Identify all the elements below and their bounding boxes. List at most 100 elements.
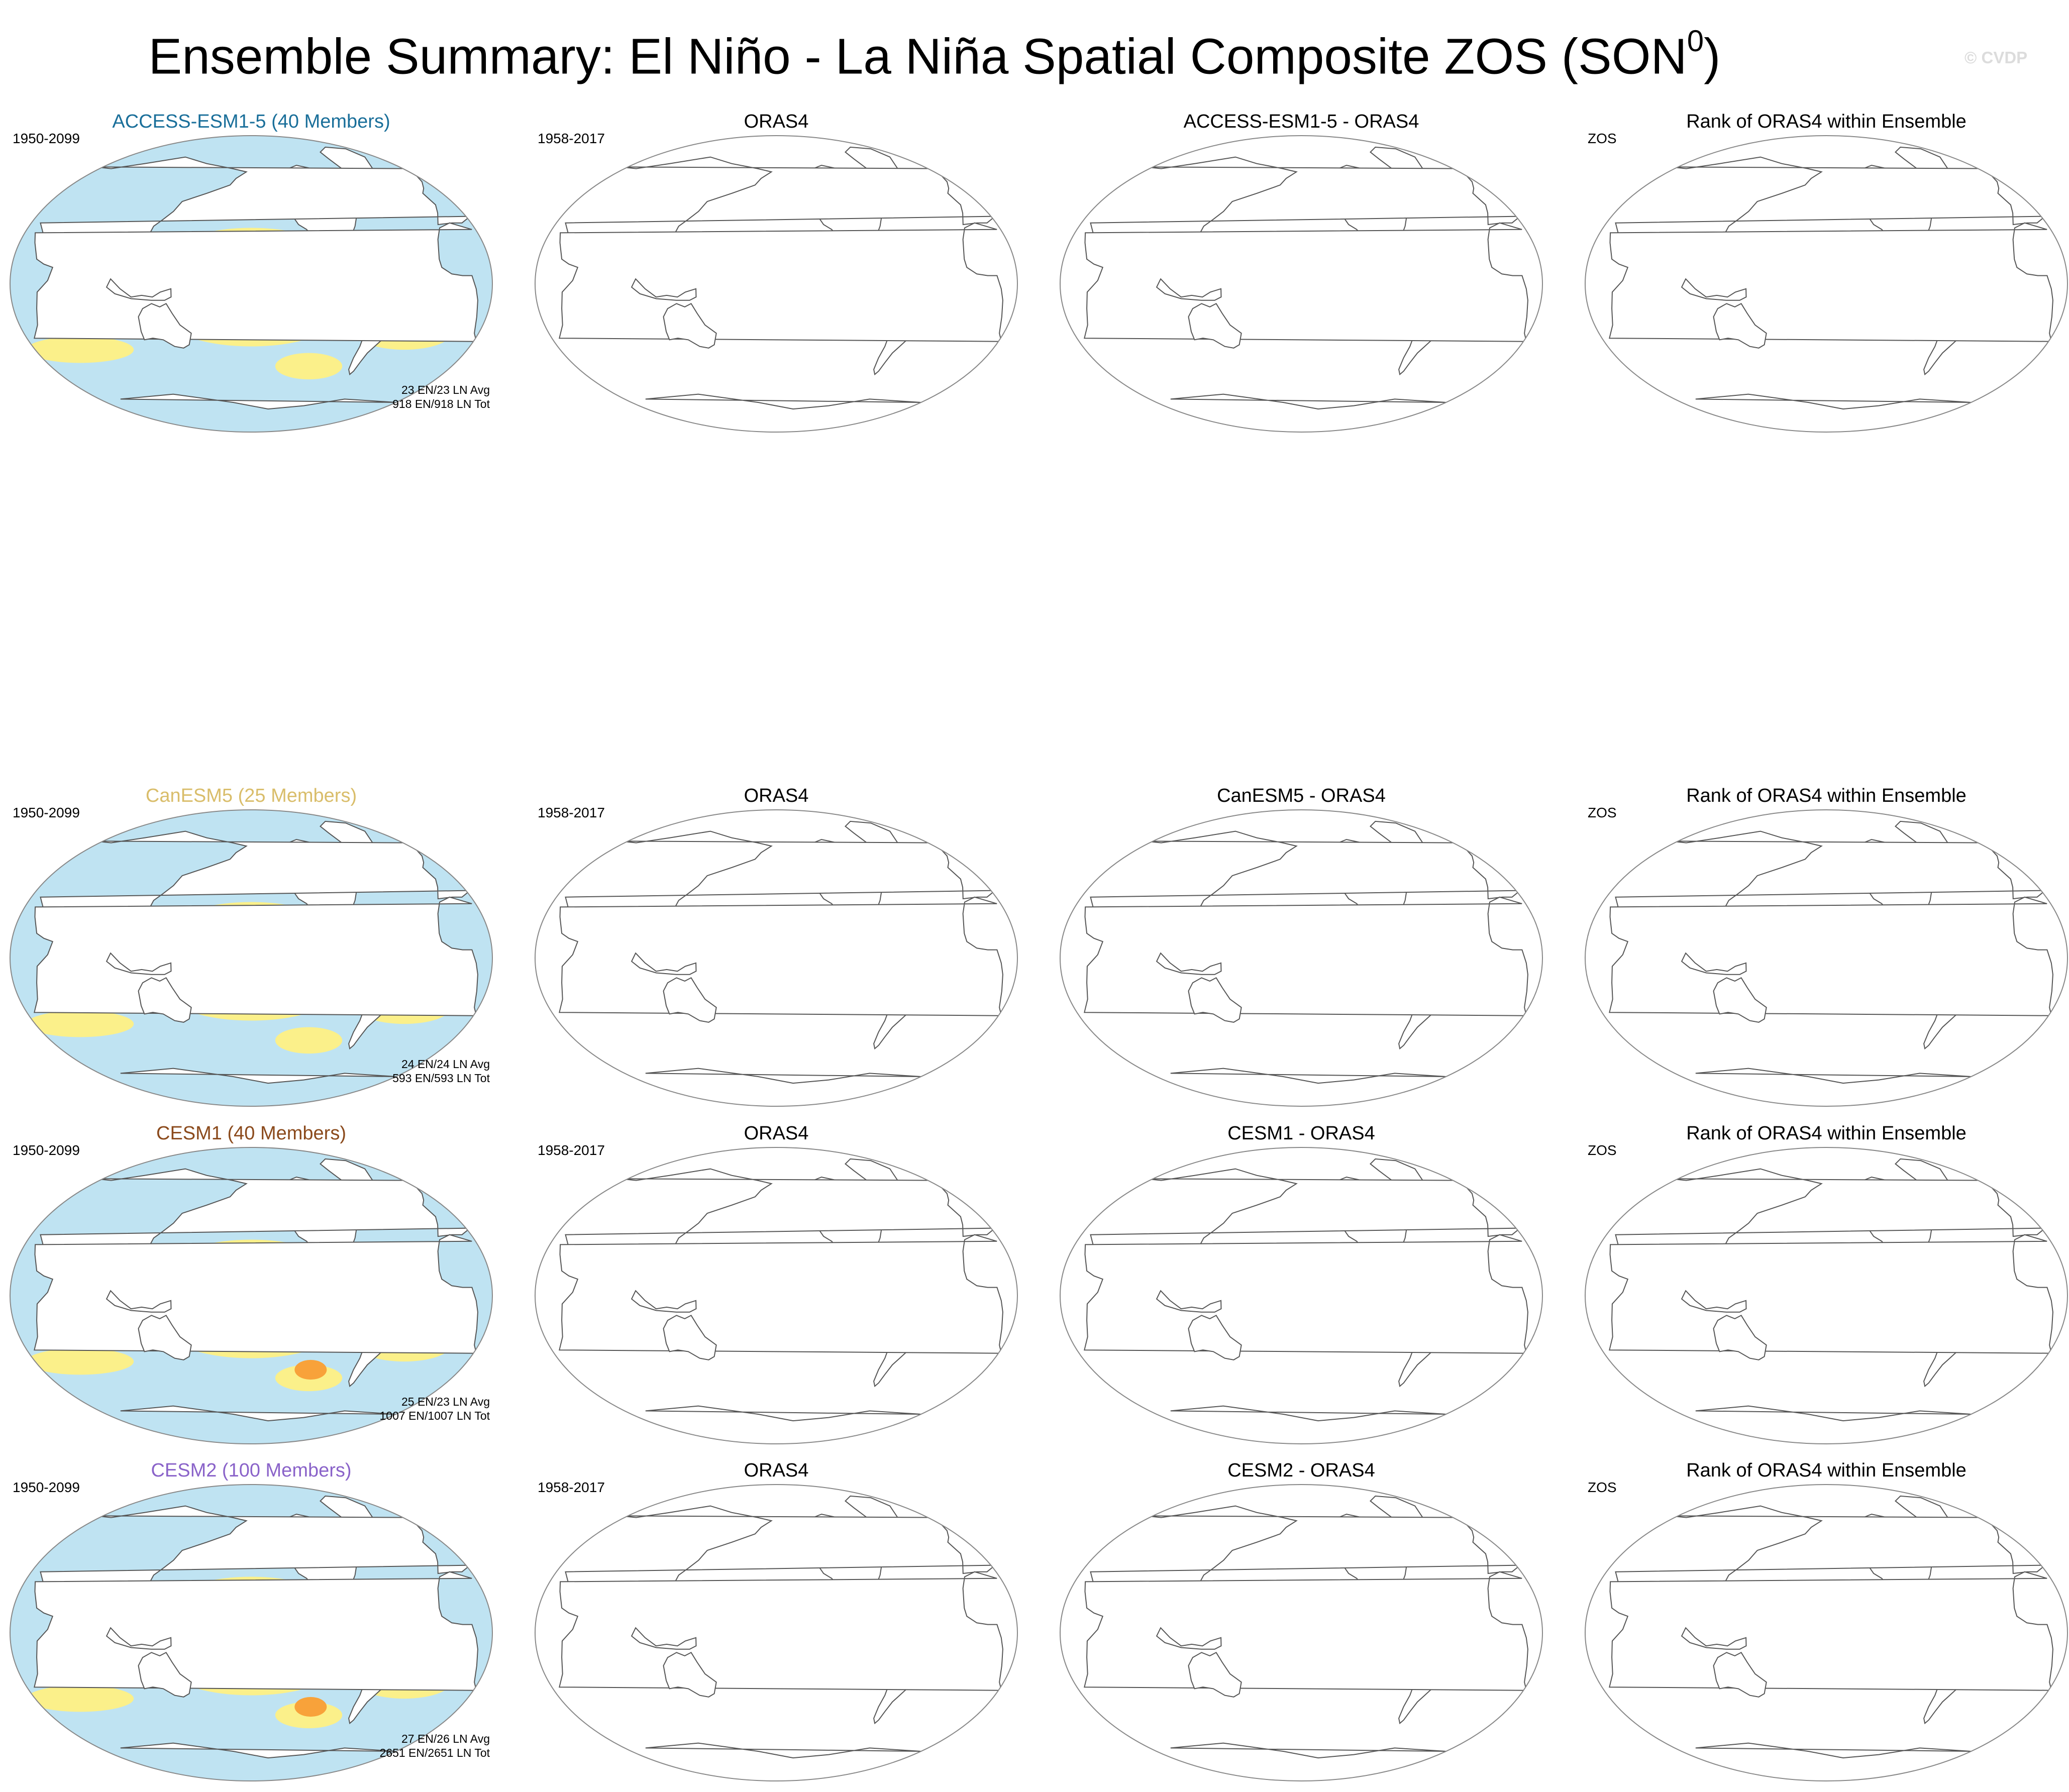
coastline-indonesia bbox=[1156, 1627, 1222, 1650]
anomaly-contour bbox=[294, 1697, 327, 1717]
map-border bbox=[1585, 135, 2068, 433]
event-count-avg: 27 EN/26 LN Avg bbox=[401, 1732, 490, 1745]
figure-title-close: ) bbox=[1704, 28, 1721, 85]
map-border bbox=[535, 135, 1018, 433]
coastline-australia bbox=[138, 1314, 192, 1360]
coastline-indonesia bbox=[106, 1627, 172, 1650]
coastline-antarctica bbox=[645, 393, 923, 432]
event-counts: 24 EN/24 LN Avg 593 EN/593 LN Tot bbox=[392, 1057, 490, 1085]
world-map bbox=[1060, 1147, 1543, 1444]
coastline-africa bbox=[1609, 1234, 2053, 1354]
map-panel-obs: ORAS4 1958-2017 bbox=[530, 111, 1022, 433]
coastline-africa bbox=[1609, 222, 2053, 342]
map-panel-ensemble: ACCESS-ESM1-5 (40 Members) 1950-2099 23 EN… bbox=[5, 111, 497, 433]
world-map bbox=[1060, 1484, 1543, 1781]
coastline-australia bbox=[1713, 977, 1767, 1023]
coastline-indonesia bbox=[106, 952, 172, 975]
world-map bbox=[10, 1147, 493, 1444]
coastline-antarctica bbox=[645, 1742, 923, 1781]
coastline-africa bbox=[1084, 1234, 1528, 1354]
map-panel-obs: ORAS4 1958-2017 bbox=[530, 1123, 1022, 1444]
panel-title: ORAS4 bbox=[744, 1460, 809, 1481]
coastline-africa bbox=[559, 896, 1003, 1016]
map-border bbox=[10, 809, 493, 1107]
world-map bbox=[1060, 809, 1543, 1107]
coastline-indonesia bbox=[631, 1627, 697, 1650]
panel-title: CanESM5 - ORAS4 bbox=[1217, 785, 1386, 806]
coastline-australia bbox=[138, 302, 192, 349]
map-field bbox=[1609, 820, 2053, 1106]
map-border bbox=[1060, 135, 1543, 433]
coastline-indonesia bbox=[1681, 1290, 1747, 1313]
coastline-antarctica bbox=[1695, 1068, 1973, 1106]
event-count-total: 1007 EN/1007 LN Tot bbox=[379, 1409, 490, 1422]
coastline-africa bbox=[1609, 1571, 2053, 1691]
anomaly-contour bbox=[294, 1359, 327, 1380]
year-range: 1958-2017 bbox=[538, 131, 605, 146]
map-panel-rank: Rank of ORAS4 within Ensemble ZOS bbox=[1580, 1460, 2069, 1781]
coastline-antarctica bbox=[645, 1405, 923, 1444]
map-border bbox=[535, 1484, 1018, 1781]
coastline-indonesia bbox=[1681, 278, 1747, 301]
coastline-africa bbox=[1609, 896, 2053, 1016]
variable-label: ZOS bbox=[1588, 131, 1617, 146]
coastline-indonesia bbox=[1156, 952, 1222, 975]
year-range: 1950-2099 bbox=[13, 131, 80, 146]
map-panel-ensemble: CanESM5 (25 Members) 1950-2099 24 EN/24 LN… bbox=[5, 785, 497, 1107]
variable-label: ZOS bbox=[1588, 805, 1617, 820]
coastline-australia bbox=[1713, 1314, 1767, 1360]
panel-title: CESM1 (40 Members) bbox=[156, 1123, 346, 1144]
panel-title: ORAS4 bbox=[744, 1123, 809, 1144]
map-panel-obs: ORAS4 1958-2017 bbox=[530, 785, 1022, 1107]
coastline-australia bbox=[138, 977, 192, 1023]
world-map bbox=[10, 1484, 493, 1781]
world-map bbox=[1585, 1147, 2068, 1444]
coastline-australia bbox=[138, 1651, 192, 1698]
map-field bbox=[10, 1485, 492, 1781]
coastline-australia bbox=[1188, 1651, 1242, 1698]
map-field bbox=[1084, 1495, 1528, 1781]
coastline-africa bbox=[559, 1571, 1003, 1691]
coastline-australia bbox=[1188, 302, 1242, 349]
event-counts: 25 EN/23 LN Avg 1007 EN/1007 LN Tot bbox=[379, 1395, 490, 1423]
panel-title: CESM1 - ORAS4 bbox=[1227, 1123, 1375, 1144]
map-border bbox=[535, 809, 1018, 1107]
map-panel-rank: Rank of ORAS4 within Ensemble ZOS bbox=[1580, 785, 2069, 1107]
coastline-australia bbox=[1713, 302, 1767, 349]
coastline-indonesia bbox=[1156, 278, 1222, 301]
coastline-antarctica bbox=[1695, 1742, 1973, 1781]
map-panel-obs: ORAS4 1958-2017 bbox=[530, 1460, 1022, 1781]
coastline-antarctica bbox=[1170, 1742, 1448, 1781]
map-border bbox=[1060, 1147, 1543, 1444]
map-panel-rank: Rank of ORAS4 within Ensemble ZOS bbox=[1580, 111, 2069, 433]
coastline-australia bbox=[1713, 1651, 1767, 1698]
world-map bbox=[1585, 1484, 2068, 1781]
map-field bbox=[1084, 820, 1528, 1106]
event-count-avg: 23 EN/23 LN Avg bbox=[401, 383, 490, 396]
world-map bbox=[10, 809, 493, 1107]
coastline-australia bbox=[663, 1314, 717, 1360]
map-field bbox=[10, 810, 492, 1106]
map-border bbox=[1060, 1484, 1543, 1781]
year-range: 1958-2017 bbox=[538, 805, 605, 820]
coastline-australia bbox=[663, 1651, 717, 1698]
event-count-total: 918 EN/918 LN Tot bbox=[392, 397, 490, 410]
map-border bbox=[10, 135, 493, 433]
map-border bbox=[535, 1147, 1018, 1444]
year-range: 1950-2099 bbox=[13, 1480, 80, 1495]
world-map bbox=[1585, 135, 2068, 433]
world-map bbox=[1585, 809, 2068, 1107]
map-border bbox=[1585, 1147, 2068, 1444]
event-count-avg: 25 EN/23 LN Avg bbox=[401, 1395, 490, 1408]
panel-title: ACCESS-ESM1-5 - ORAS4 bbox=[1183, 111, 1419, 132]
map-border bbox=[1060, 809, 1543, 1107]
coastline-africa bbox=[34, 1571, 478, 1691]
year-range: 1958-2017 bbox=[538, 1142, 605, 1158]
coastline-indonesia bbox=[631, 1290, 697, 1313]
map-panel-diff: CESM2 - ORAS4 bbox=[1055, 1460, 1547, 1781]
coastline-antarctica bbox=[645, 1068, 923, 1106]
anomaly-contour bbox=[26, 1010, 134, 1037]
coastline-antarctica bbox=[1170, 1405, 1448, 1444]
coastline-indonesia bbox=[1681, 952, 1747, 975]
map-field bbox=[1084, 1158, 1528, 1444]
